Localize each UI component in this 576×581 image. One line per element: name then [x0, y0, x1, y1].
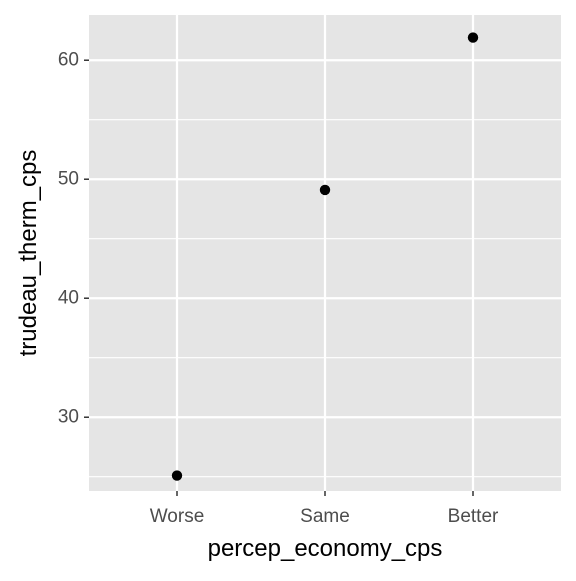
y-axis-title: trudeau_therm_cps	[15, 150, 42, 357]
grid-lines	[89, 15, 561, 491]
x-tick-label-better: Better	[448, 506, 499, 527]
y-tick-label-60: 60	[58, 50, 79, 71]
data-point-worse	[171, 470, 183, 481]
axis-ticks	[84, 59, 474, 496]
tick-labels: 30 40 50 60 Worse Same Better	[58, 50, 499, 527]
x-tick-label-same: Same	[300, 506, 350, 527]
y-tick-label-40: 40	[58, 288, 79, 309]
x-axis-title: percep_economy_cps	[208, 535, 443, 562]
data-points	[171, 32, 479, 481]
y-tick-label-30: 30	[58, 407, 79, 428]
data-point-same	[319, 184, 331, 196]
y-tick-label-50: 50	[58, 169, 79, 190]
data-point-better	[467, 32, 479, 43]
x-tick-label-worse: Worse	[150, 506, 205, 527]
